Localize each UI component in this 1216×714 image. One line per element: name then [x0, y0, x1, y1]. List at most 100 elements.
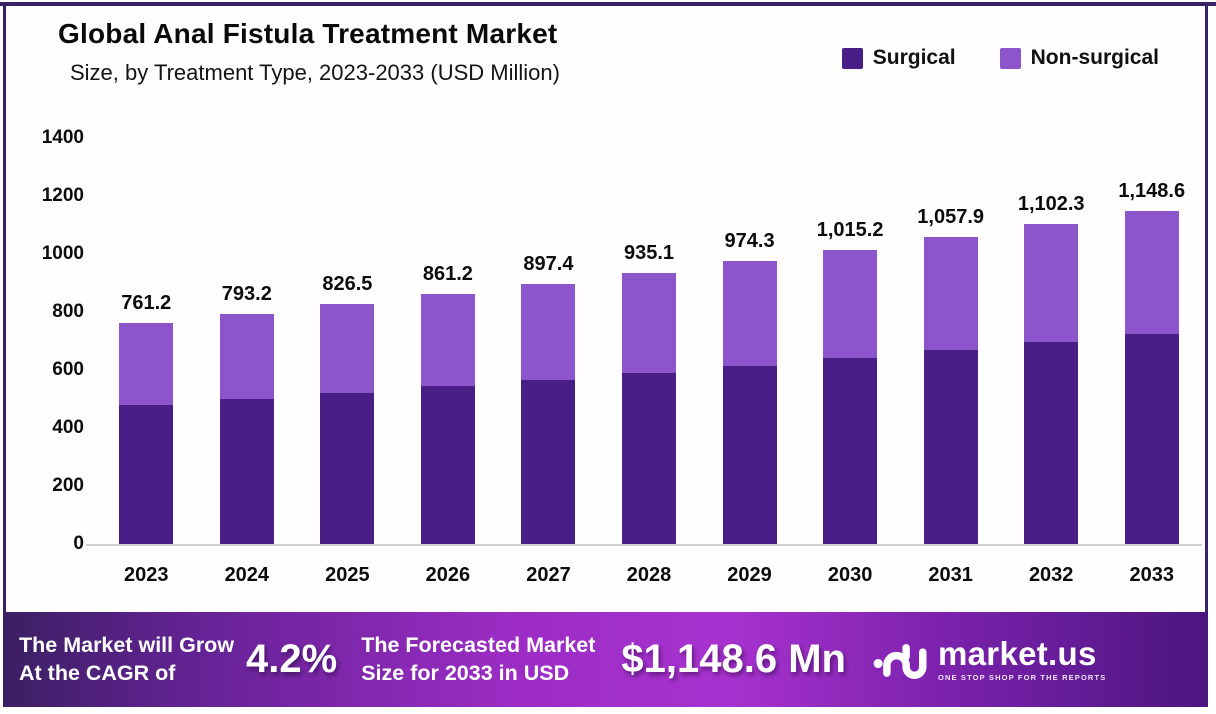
brand-logo: market.us ONE STOP SHOP FOR THE REPORTS — [872, 636, 1106, 684]
bar-column-2026: 861.2 — [398, 138, 499, 544]
brand-text: market.us ONE STOP SHOP FOR THE REPORTS — [938, 637, 1106, 682]
bar-2032 — [1024, 224, 1079, 544]
segment-non-surgical-2028 — [622, 272, 676, 373]
bar-total-label-2032: 1,102.3 — [1017, 193, 1085, 216]
forecast-text: The Forecasted Market Size for 2033 in U… — [361, 632, 595, 688]
x-axis: 2023 2024 2025 2026 2027 2028 2029 2030 2031 2032… — [96, 564, 1202, 587]
bars: 761.2 793.2 826.5 861.2 897.4 935.1 974.3 1,015… — [96, 138, 1202, 544]
non-surgical-swatch-icon — [999, 47, 1021, 69]
y-tick-label-800: 800 — [52, 301, 84, 322]
forecast-text-line1: The Forecasted Market — [361, 632, 596, 657]
bar-column-2023: 761.2 — [96, 138, 197, 544]
chart-card: Global Anal Fistula Treatment Market Siz… — [3, 6, 1208, 612]
x-tick-label-2025: 2025 — [325, 564, 370, 586]
bar-column-2025: 826.5 — [297, 138, 398, 544]
bar-total-label-2026: 861.2 — [422, 263, 473, 286]
y-axis: 0 200 400 600 800 1000 1200 1400 — [16, 127, 84, 554]
bar-total-label-2029: 974.3 — [724, 230, 775, 253]
x-axis-line — [86, 544, 1202, 546]
segment-non-surgical-2031 — [923, 237, 978, 351]
plot-area: 761.2 793.2 826.5 861.2 897.4 935.1 974.3 1,015… — [86, 138, 1202, 546]
segment-non-surgical-2027 — [521, 283, 576, 380]
segment-surgical-2026 — [420, 386, 475, 544]
segment-non-surgical-2024 — [219, 313, 274, 399]
segment-surgical-2023 — [119, 404, 174, 544]
bar-column-2027: 897.4 — [498, 138, 599, 544]
segment-non-surgical-2026 — [420, 294, 475, 387]
bar-column-2028: 935.1 — [599, 138, 700, 544]
brand-tagline: ONE STOP SHOP FOR THE REPORTS — [938, 673, 1107, 682]
y-tick-label-1000: 1000 — [41, 243, 84, 264]
x-tick-label-2030: 2030 — [827, 564, 873, 586]
forecast-value: $1,148.6 Mn — [621, 637, 846, 681]
segment-surgical-2030 — [823, 358, 878, 544]
bar-column-2031: 1,057.9 — [900, 138, 1001, 544]
bar-column-2024: 793.2 — [197, 138, 298, 544]
segment-non-surgical-2023 — [119, 323, 174, 405]
bar-2033 — [1124, 210, 1179, 544]
legend-label-non-surgical: Non-surgical — [1030, 46, 1159, 69]
bar-total-label-2028: 935.1 — [623, 241, 675, 264]
legend-label-surgical: Surgical — [872, 46, 956, 69]
bar-total-label-2033: 1,148.6 — [1118, 179, 1186, 202]
top-border-rule — [0, 2, 1216, 6]
x-tick-label-2023: 2023 — [124, 564, 169, 586]
bar-column-2032: 1,102.3 — [1001, 138, 1102, 544]
bar-2023 — [119, 323, 174, 544]
x-tick-label-2029: 2029 — [727, 564, 772, 586]
bar-total-label-2027: 897.4 — [523, 252, 574, 275]
bar-2025 — [320, 304, 375, 544]
segment-surgical-2032 — [1024, 342, 1079, 544]
bar-2024 — [219, 313, 274, 544]
brand-name: market.us — [938, 635, 1097, 672]
cagr-text: The Market will Grow At the CAGR of — [19, 632, 234, 688]
forecast-text-line2: Size for 2033 in USD — [361, 660, 570, 685]
bar-total-label-2023: 761.2 — [121, 292, 172, 315]
y-tick-label-0: 0 — [73, 533, 84, 554]
x-tick-label-2027: 2027 — [526, 564, 571, 586]
chart-subtitle: Size, by Treatment Type, 2023-2033 (USD … — [70, 60, 560, 85]
bar-total-label-2024: 793.2 — [221, 282, 272, 305]
cagr-value: 4.2% — [246, 637, 338, 681]
cagr-text-line2: At the CAGR of — [19, 660, 176, 685]
y-tick-label-1400: 1400 — [41, 127, 84, 148]
segment-non-surgical-2025 — [320, 304, 375, 393]
x-tick-label-2031: 2031 — [928, 564, 973, 586]
segment-surgical-2031 — [923, 350, 978, 544]
bar-total-label-2030: 1,015.2 — [816, 218, 884, 241]
bar-2031 — [923, 237, 978, 544]
segment-surgical-2028 — [622, 372, 676, 544]
y-tick-label-600: 600 — [52, 359, 84, 380]
x-tick-label-2032: 2032 — [1028, 564, 1074, 586]
bar-total-label-2031: 1,057.9 — [917, 206, 985, 229]
bar-2029 — [722, 261, 777, 544]
segment-non-surgical-2029 — [722, 261, 777, 366]
cagr-text-line1: The Market will Grow — [19, 632, 235, 657]
y-tick-label-1200: 1200 — [41, 185, 84, 206]
segment-non-surgical-2033 — [1124, 210, 1179, 334]
segment-surgical-2025 — [320, 392, 375, 544]
segment-non-surgical-2030 — [823, 249, 878, 359]
legend-item-surgical: Surgical — [841, 46, 956, 70]
bar-total-label-2025: 826.5 — [322, 273, 373, 296]
y-tick-label-400: 400 — [52, 417, 84, 438]
footer-banner: The Market will Grow At the CAGR of 4.2%… — [3, 612, 1208, 707]
legend: Surgical Non-surgical — [841, 46, 1159, 70]
chart-title: Global Anal Fistula Treatment Market — [58, 18, 558, 49]
bar-column-2030: 1,015.2 — [800, 138, 901, 544]
bar-2028 — [622, 272, 676, 544]
market-us-logo-icon — [873, 643, 927, 679]
segment-surgical-2027 — [521, 379, 576, 544]
surgical-swatch-icon — [841, 47, 863, 69]
segment-surgical-2024 — [219, 398, 274, 544]
segment-surgical-2029 — [722, 365, 777, 544]
x-tick-label-2033: 2033 — [1129, 564, 1174, 586]
segment-non-surgical-2032 — [1024, 224, 1079, 343]
bar-2026 — [420, 294, 475, 544]
bar-2030 — [823, 249, 878, 544]
y-tick-label-200: 200 — [52, 475, 84, 496]
bar-column-2029: 974.3 — [699, 138, 800, 544]
bar-2027 — [521, 283, 576, 544]
legend-item-non-surgical: Non-surgical — [999, 46, 1159, 70]
x-tick-label-2024: 2024 — [224, 564, 270, 586]
